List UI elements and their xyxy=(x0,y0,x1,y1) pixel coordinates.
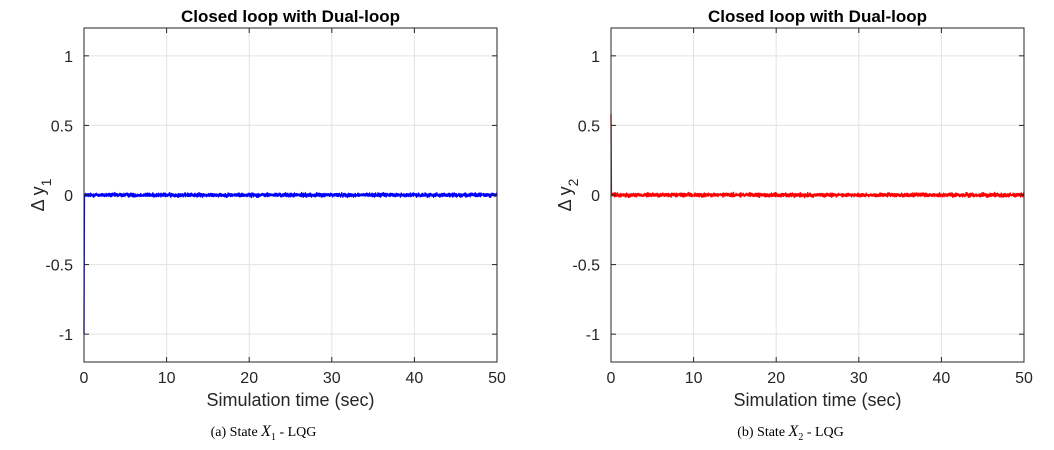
series-line-0 xyxy=(610,114,1025,199)
x-tick-label-1: 10 xyxy=(685,370,703,387)
y-tick-label-3: -0.5 xyxy=(572,258,600,275)
y-tick-label-4: -1 xyxy=(59,327,73,344)
y-tick-label-0: 1 xyxy=(591,49,600,66)
x-tick-label-0: 0 xyxy=(607,370,616,387)
y-tick-label-0: 1 xyxy=(64,49,73,66)
caption-a-var: X xyxy=(261,423,271,440)
x-tick-label-4: 40 xyxy=(406,370,424,387)
x-tick-label-0: 0 xyxy=(80,370,89,387)
series-line-0 xyxy=(83,191,498,335)
x-tick-label-5: 50 xyxy=(1015,370,1033,387)
x-tick-label-2: 20 xyxy=(767,370,785,387)
y-tick-label-1: 0.5 xyxy=(51,118,73,135)
caption-a-sub: 1 xyxy=(270,431,276,443)
y-axis-label-subscript: 2 xyxy=(565,178,581,186)
y-axis-label-main: Δ y xyxy=(555,186,575,211)
chart-b-svg: 0 10 20 30 40 50 1 0.5 0 -0.5 -1 Closed loop with D… xyxy=(555,7,1033,410)
chart-title: Closed loop with Dual-loop xyxy=(181,7,400,26)
x-axis-label: Simulation time (sec) xyxy=(206,390,374,410)
y-tick-label-1: 0.5 xyxy=(578,118,600,135)
caption-b-prefix: (b) State xyxy=(737,425,789,440)
x-tick-label-4: 40 xyxy=(933,370,951,387)
chart-a-svg: 0 10 20 30 40 50 1 0.5 0 -0.5 -1 Closed loop with D… xyxy=(28,7,506,410)
caption-a: (a) State X1 - LQG xyxy=(0,423,527,443)
caption-a-suffix: - LQG xyxy=(275,425,317,440)
caption-b-var: X xyxy=(788,423,799,440)
y-tick-label-2: 0 xyxy=(64,188,73,205)
x-axis-label: Simulation time (sec) xyxy=(733,390,901,410)
y-axis-label: Δ y1 xyxy=(28,178,54,211)
x-tick-label-2: 20 xyxy=(240,370,258,387)
chart-panel-a: 0 10 20 30 40 50 1 0.5 0 -0.5 -1 Closed loop with D… xyxy=(0,7,527,443)
chart-title: Closed loop with Dual-loop xyxy=(708,7,927,26)
y-tick-label-4: -1 xyxy=(586,327,600,344)
caption-b-sub: 2 xyxy=(798,431,804,443)
chart-panel-b: 0 10 20 30 40 50 1 0.5 0 -0.5 -1 Closed loop with D… xyxy=(527,0,1054,450)
caption-b: (b) State X2 - LQG xyxy=(527,423,1054,443)
x-tick-label-3: 30 xyxy=(850,370,868,387)
y-tick-label-2: 0 xyxy=(591,188,600,205)
y-axis-label: Δ y2 xyxy=(555,178,581,211)
x-tick-label-3: 30 xyxy=(323,370,341,387)
caption-b-suffix: - LQG xyxy=(803,425,844,440)
x-tick-label-1: 10 xyxy=(158,370,176,387)
y-axis-label-subscript: 1 xyxy=(38,178,54,186)
y-axis-label-main: Δ y xyxy=(28,186,48,211)
y-tick-label-3: -0.5 xyxy=(45,258,73,275)
x-tick-label-5: 50 xyxy=(488,370,506,387)
caption-a-prefix: (a) State xyxy=(210,425,262,440)
